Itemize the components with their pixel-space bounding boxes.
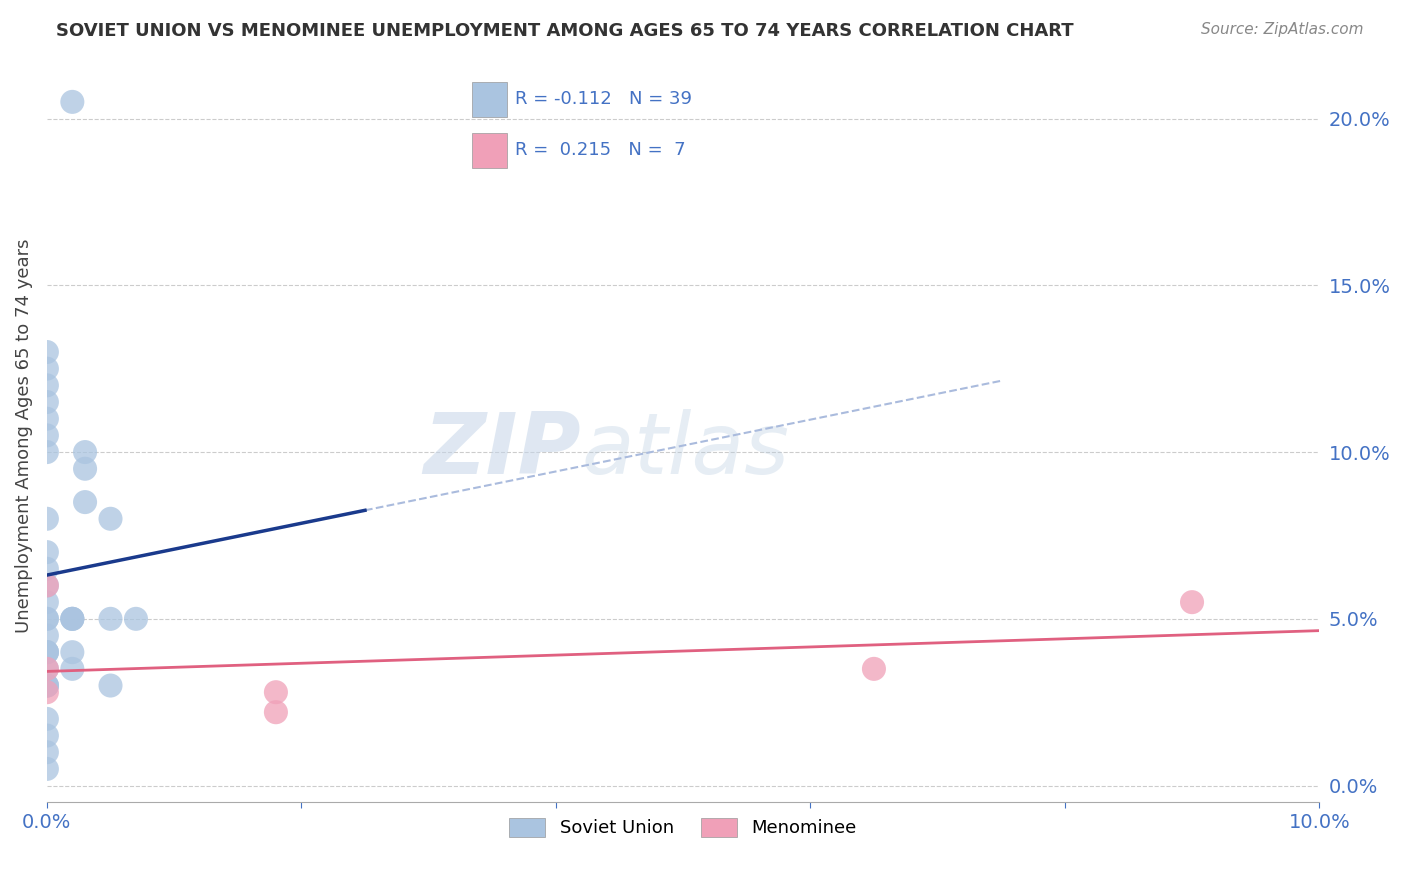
Point xyxy=(264,685,287,699)
Point xyxy=(35,679,58,693)
FancyBboxPatch shape xyxy=(472,82,508,117)
Point xyxy=(35,612,58,626)
Point xyxy=(73,495,96,509)
Text: R =  0.215   N =  7: R = 0.215 N = 7 xyxy=(515,141,686,159)
Point xyxy=(73,462,96,476)
Point xyxy=(35,595,58,609)
Point xyxy=(35,578,58,592)
Y-axis label: Unemployment Among Ages 65 to 74 years: Unemployment Among Ages 65 to 74 years xyxy=(15,238,32,632)
Point xyxy=(35,578,58,592)
Point xyxy=(35,729,58,743)
Point xyxy=(35,679,58,693)
Text: SOVIET UNION VS MENOMINEE UNEMPLOYMENT AMONG AGES 65 TO 74 YEARS CORRELATION CHA: SOVIET UNION VS MENOMINEE UNEMPLOYMENT A… xyxy=(56,22,1074,40)
Point xyxy=(73,445,96,459)
Point xyxy=(35,645,58,659)
FancyBboxPatch shape xyxy=(472,133,508,168)
Point xyxy=(60,95,83,109)
Point xyxy=(35,445,58,459)
Point xyxy=(35,612,58,626)
Point xyxy=(35,545,58,559)
Point xyxy=(35,345,58,359)
Text: ZIP: ZIP xyxy=(423,409,581,491)
Point xyxy=(60,662,83,676)
Point xyxy=(35,411,58,425)
Text: atlas: atlas xyxy=(581,409,789,491)
Point xyxy=(35,645,58,659)
Point xyxy=(35,428,58,442)
Text: R = -0.112   N = 39: R = -0.112 N = 39 xyxy=(515,90,692,108)
Point xyxy=(35,378,58,392)
Point xyxy=(35,662,58,676)
Point xyxy=(125,612,148,626)
Point xyxy=(35,762,58,776)
Point xyxy=(35,712,58,726)
Point xyxy=(35,745,58,759)
Point xyxy=(35,645,58,659)
Point xyxy=(1181,595,1204,609)
Point xyxy=(35,679,58,693)
Point xyxy=(100,512,122,526)
Point xyxy=(35,685,58,699)
Point xyxy=(60,612,83,626)
Point xyxy=(35,361,58,376)
Point xyxy=(60,612,83,626)
Point xyxy=(35,562,58,576)
Point xyxy=(60,612,83,626)
Point xyxy=(35,628,58,642)
Point xyxy=(35,662,58,676)
Point xyxy=(100,612,122,626)
Point xyxy=(60,645,83,659)
Point xyxy=(100,679,122,693)
Legend: Soviet Union, Menominee: Soviet Union, Menominee xyxy=(502,811,865,845)
Point xyxy=(35,512,58,526)
Point xyxy=(264,705,287,719)
Point xyxy=(863,662,886,676)
Point xyxy=(35,395,58,409)
Text: Source: ZipAtlas.com: Source: ZipAtlas.com xyxy=(1201,22,1364,37)
